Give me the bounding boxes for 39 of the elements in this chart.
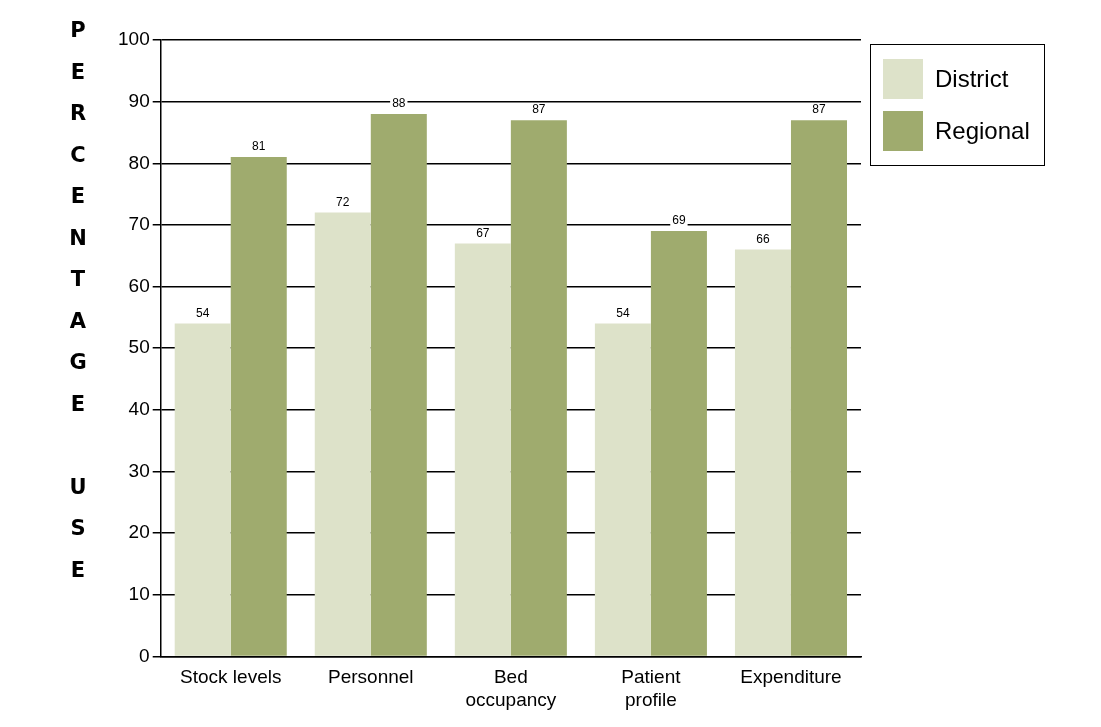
bar	[174, 323, 231, 656]
data-label: 88	[392, 96, 406, 111]
bar	[370, 113, 427, 656]
data-label: 87	[812, 102, 826, 117]
data-label: 54	[616, 305, 630, 320]
y-tick-label: 80	[128, 151, 150, 173]
y-tick-label: 30	[128, 459, 150, 481]
x-tick-label: Personnel	[328, 666, 414, 688]
y-tick-label: 10	[128, 582, 150, 604]
data-label: 54	[196, 305, 210, 320]
data-label: 69	[672, 213, 686, 228]
bar	[650, 231, 707, 656]
legend-label: District	[935, 65, 1009, 93]
bar	[790, 120, 847, 656]
x-tick-label: Patient profile	[621, 666, 682, 710]
y-tick-label: 60	[128, 274, 150, 296]
data-label: 81	[252, 139, 266, 154]
data-label: 66	[756, 231, 770, 246]
data-label: 72	[336, 194, 350, 209]
legend-label: Regional	[935, 117, 1030, 145]
data-label: 87	[532, 102, 546, 117]
y-tick-label: 90	[128, 89, 150, 111]
y-tick-label: 40	[128, 398, 150, 420]
x-tick-label: Stock levels	[180, 666, 282, 688]
y-tick-label: 100	[118, 28, 150, 50]
x-tick-label: Expenditure	[740, 666, 842, 688]
bar	[314, 212, 371, 656]
bar	[230, 157, 287, 656]
bar	[510, 120, 567, 656]
y-tick-label: 50	[128, 336, 150, 358]
data-label: 67	[476, 225, 490, 240]
x-tick-label: Bed occupancy	[465, 666, 557, 710]
y-tick-label: 70	[128, 213, 150, 235]
text: PERCENTAGE USE	[69, 18, 87, 582]
bar	[454, 243, 511, 656]
y-tick-label: 20	[128, 521, 150, 543]
y-tick-label: 0	[139, 644, 150, 666]
bar	[734, 249, 791, 656]
bar	[594, 323, 651, 656]
